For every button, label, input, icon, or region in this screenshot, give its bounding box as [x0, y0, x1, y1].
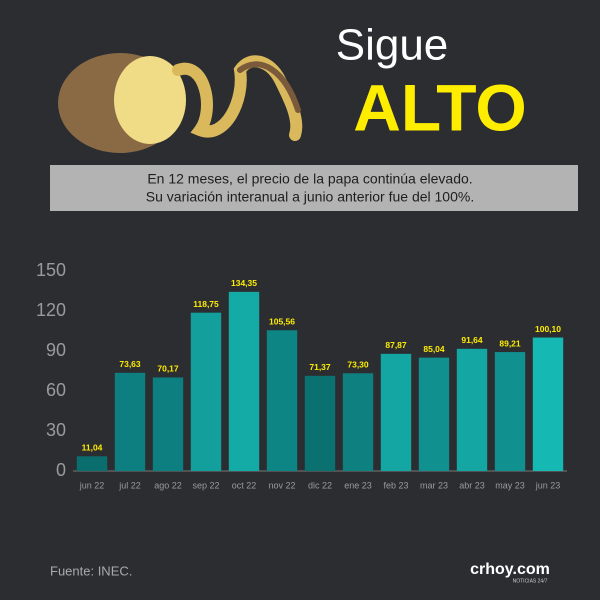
bar: [494, 352, 526, 471]
subtitle-line: En 12 meses, el precio de la papa contin…: [147, 171, 472, 187]
value-label: 70,17: [157, 364, 179, 374]
y-tick-label: 150: [36, 260, 66, 280]
value-label: 73,63: [119, 359, 141, 369]
value-label: 91,64: [461, 335, 483, 345]
bar: [190, 312, 222, 471]
subtitle-box: [50, 165, 578, 211]
y-tick-label: 120: [36, 300, 66, 320]
y-tick-label: 90: [46, 340, 66, 360]
x-tick-label: feb 23: [383, 480, 408, 490]
value-label: 71,37: [309, 362, 331, 372]
bar: [76, 456, 108, 471]
plot: 0 30 60 90 120 150 jun 22 11,04 jul 22 73,63 ago 2…: [36, 260, 564, 490]
value-label: 105,56: [269, 317, 295, 327]
value-label: 85,04: [423, 344, 445, 354]
bar: [380, 353, 412, 471]
bar: [266, 330, 298, 471]
x-tick-label: ene 23: [344, 480, 372, 490]
x-tick-label: may 23: [495, 480, 525, 490]
y-tick-label: 0: [56, 460, 66, 480]
source: Fuente: INEC.: [50, 563, 132, 578]
value-label: 100,10: [535, 324, 561, 334]
bar: [418, 357, 450, 471]
bar: [228, 291, 260, 471]
value-label: 118,75: [193, 299, 219, 309]
y-tick-label: 60: [46, 380, 66, 400]
x-tick-label: nov 22: [268, 480, 295, 490]
potato-illustration: [58, 53, 303, 153]
x-tick-label: sep 22: [192, 480, 219, 490]
x-tick-label: abr 23: [459, 480, 485, 490]
bar: [342, 373, 374, 471]
x-tick-label: dic 22: [308, 480, 332, 490]
x-tick-label: oct 22: [232, 480, 257, 490]
value-label: 73,30: [347, 360, 369, 370]
x-tick-label: jul 22: [118, 480, 141, 490]
value-label: 11,04: [82, 443, 103, 453]
bar: [114, 372, 146, 471]
x-tick-label: jun 23: [535, 480, 561, 490]
x-tick-label: jun 22: [79, 480, 105, 490]
value-label: 87,87: [385, 340, 407, 350]
bar: [304, 375, 336, 471]
subtitle-line: Su variación interanual a junio anterior…: [146, 189, 474, 205]
value-label: 89,21: [499, 338, 521, 348]
bar: [456, 348, 488, 471]
x-tick-label: mar 23: [420, 480, 448, 490]
title-emphasis: ALTO: [353, 70, 527, 144]
title: Sigue: [336, 21, 449, 70]
bar: [152, 377, 184, 471]
logo-tagline: NOTICIAS 24/7: [513, 578, 548, 584]
logo: crhoy.com: [470, 561, 550, 578]
value-label: 134,35: [231, 278, 257, 288]
y-tick-label: 30: [46, 420, 66, 440]
bar: [532, 337, 564, 471]
x-tick-label: ago 22: [154, 480, 182, 490]
